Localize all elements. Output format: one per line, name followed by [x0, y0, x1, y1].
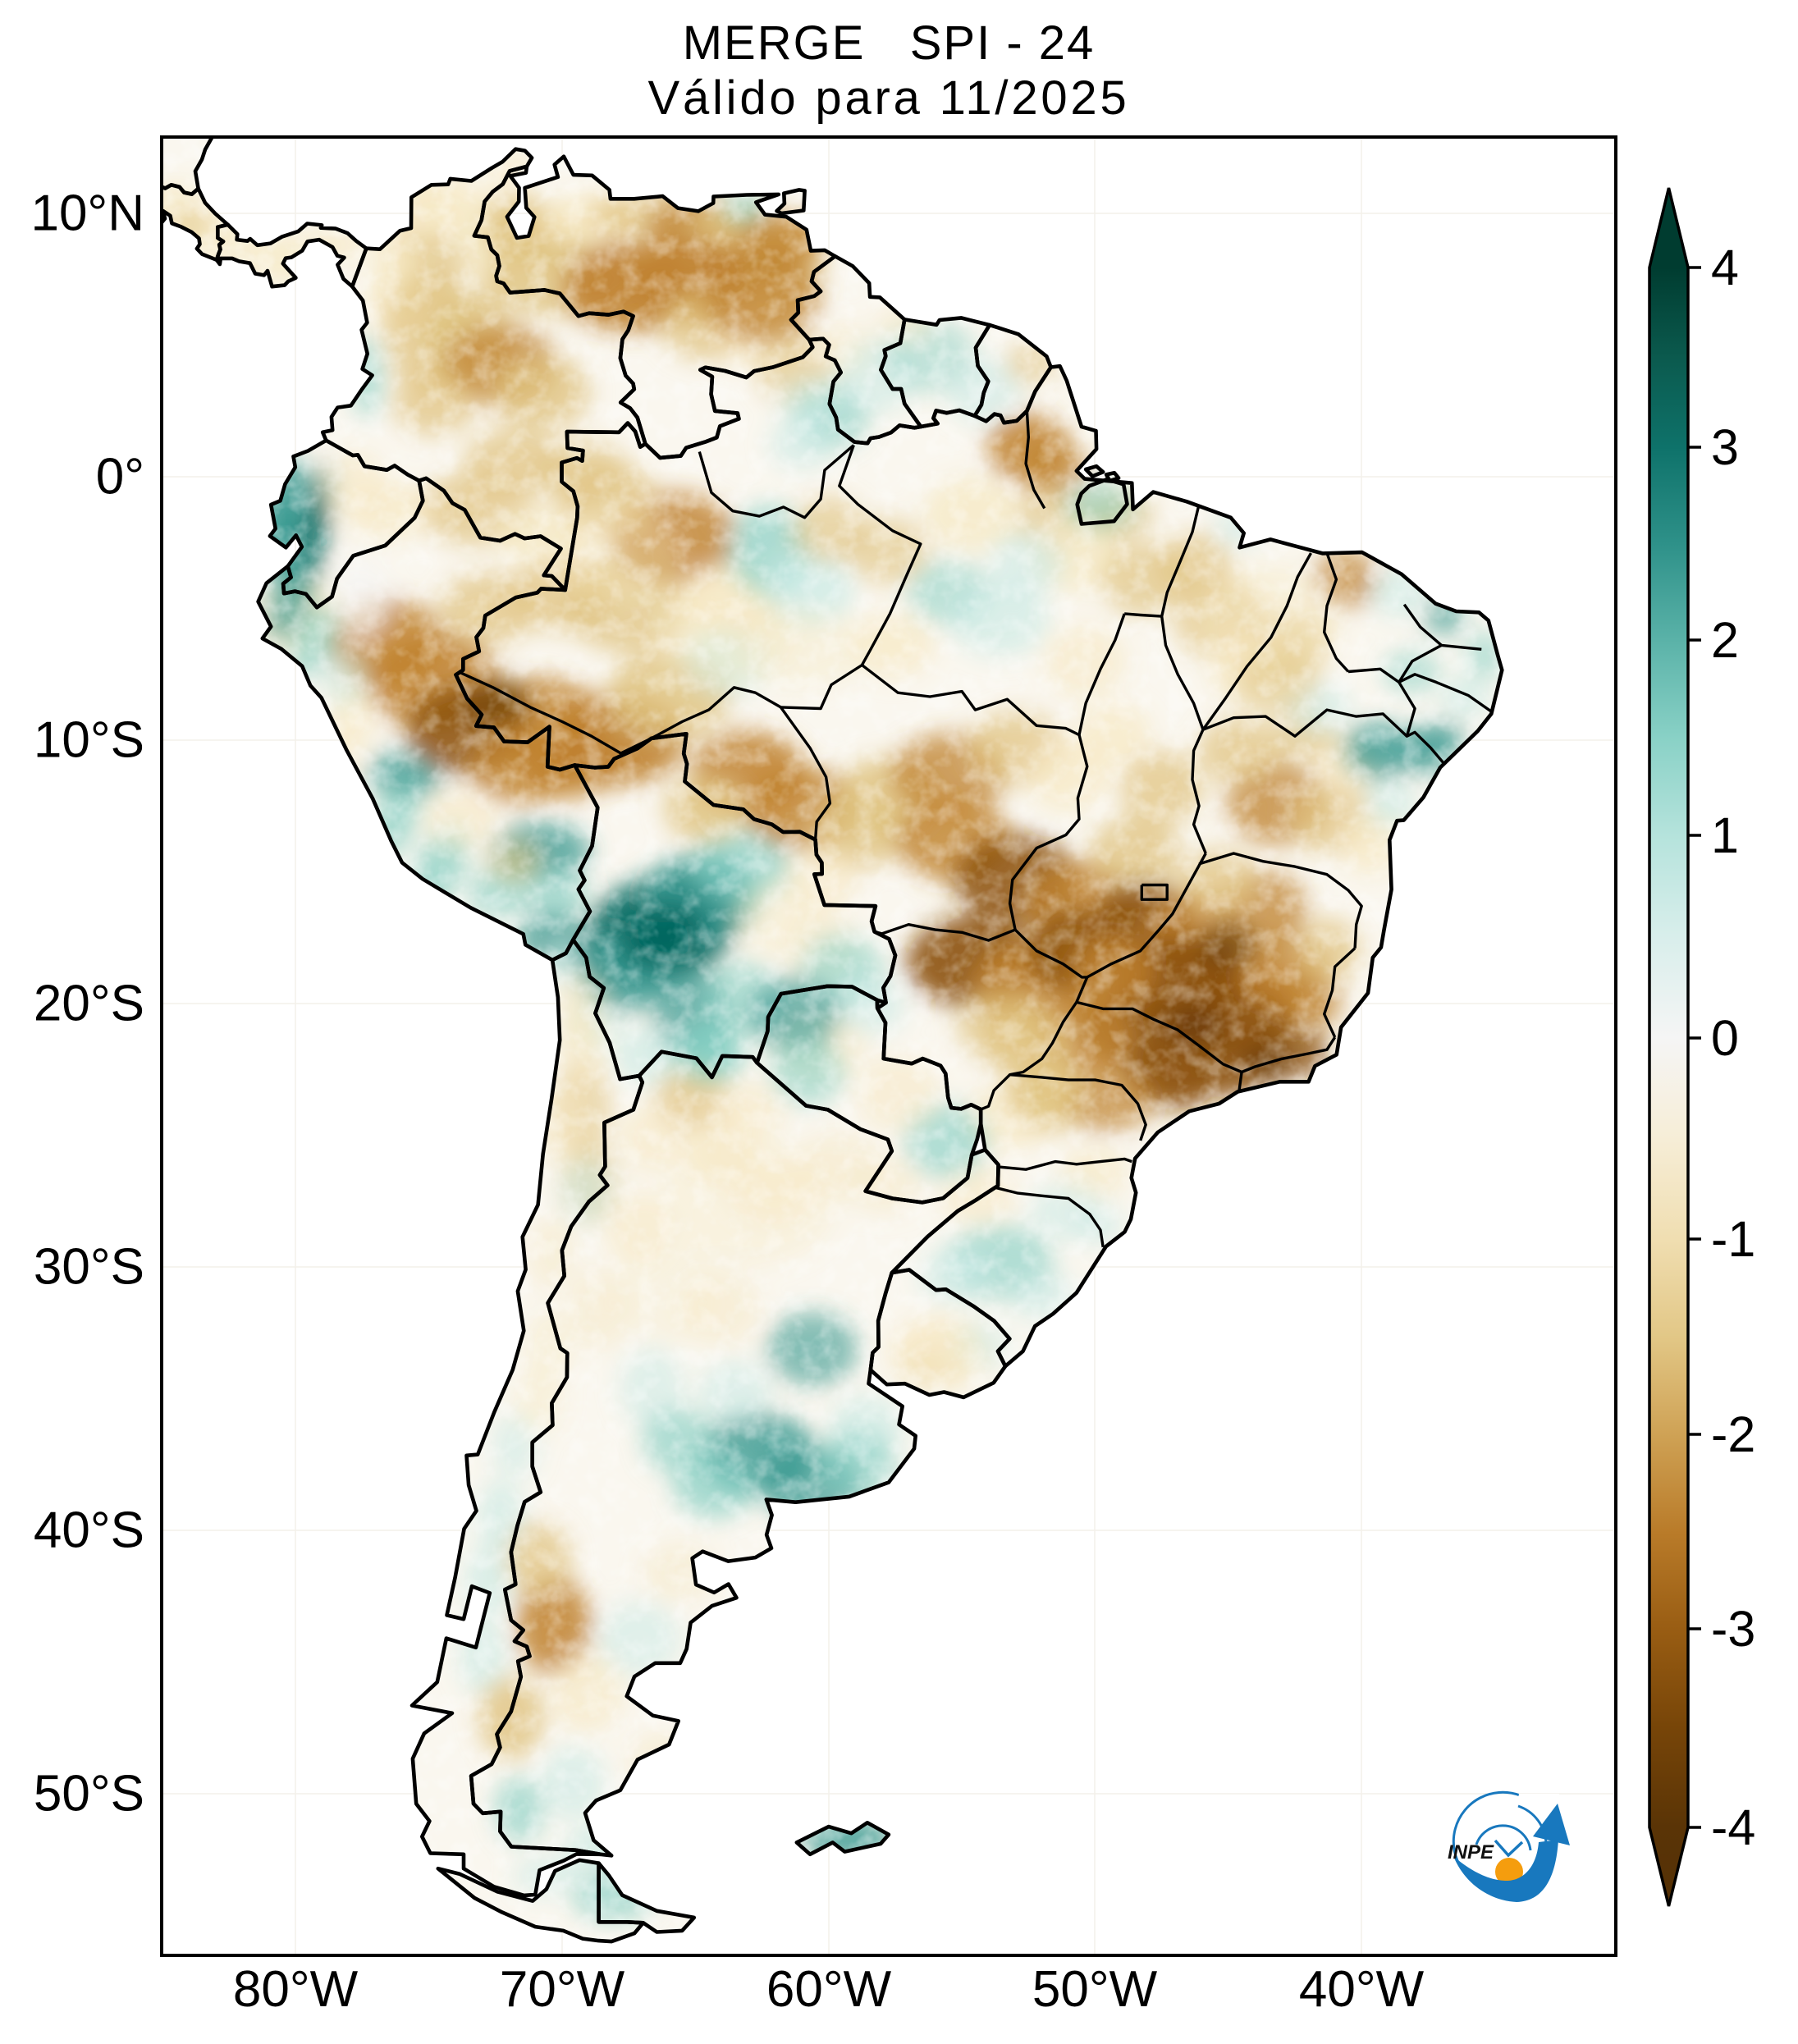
- svg-text:-4: -4: [1711, 1799, 1755, 1855]
- svg-text:0: 0: [1711, 1010, 1739, 1066]
- svg-text:INPE: INPE: [1448, 1841, 1494, 1863]
- svg-text:0°: 0°: [96, 449, 144, 505]
- svg-text:50°S: 50°S: [34, 1766, 144, 1822]
- svg-text:-1: -1: [1711, 1211, 1755, 1267]
- svg-text:3: 3: [1711, 419, 1739, 475]
- svg-text:70°W: 70°W: [500, 1961, 625, 2018]
- svg-text:-3: -3: [1711, 1601, 1755, 1657]
- svg-text:30°S: 30°S: [34, 1239, 144, 1296]
- svg-text:MERGE SPI - 24: MERGE SPI - 24: [683, 16, 1096, 70]
- svg-text:20°S: 20°S: [34, 976, 144, 1032]
- svg-text:1: 1: [1711, 807, 1739, 863]
- svg-text:10°S: 10°S: [34, 712, 144, 769]
- svg-text:Válido para 11/2025: Válido para 11/2025: [647, 71, 1129, 125]
- svg-text:40°W: 40°W: [1299, 1961, 1425, 2018]
- svg-text:-2: -2: [1711, 1406, 1755, 1462]
- svg-text:4: 4: [1711, 240, 1739, 295]
- svg-text:2: 2: [1711, 612, 1739, 668]
- svg-text:50°W: 50°W: [1032, 1961, 1158, 2018]
- svg-text:10°N: 10°N: [30, 185, 144, 242]
- svg-text:40°S: 40°S: [34, 1502, 144, 1559]
- svg-text:80°W: 80°W: [233, 1961, 359, 2018]
- svg-text:60°W: 60°W: [766, 1961, 892, 2018]
